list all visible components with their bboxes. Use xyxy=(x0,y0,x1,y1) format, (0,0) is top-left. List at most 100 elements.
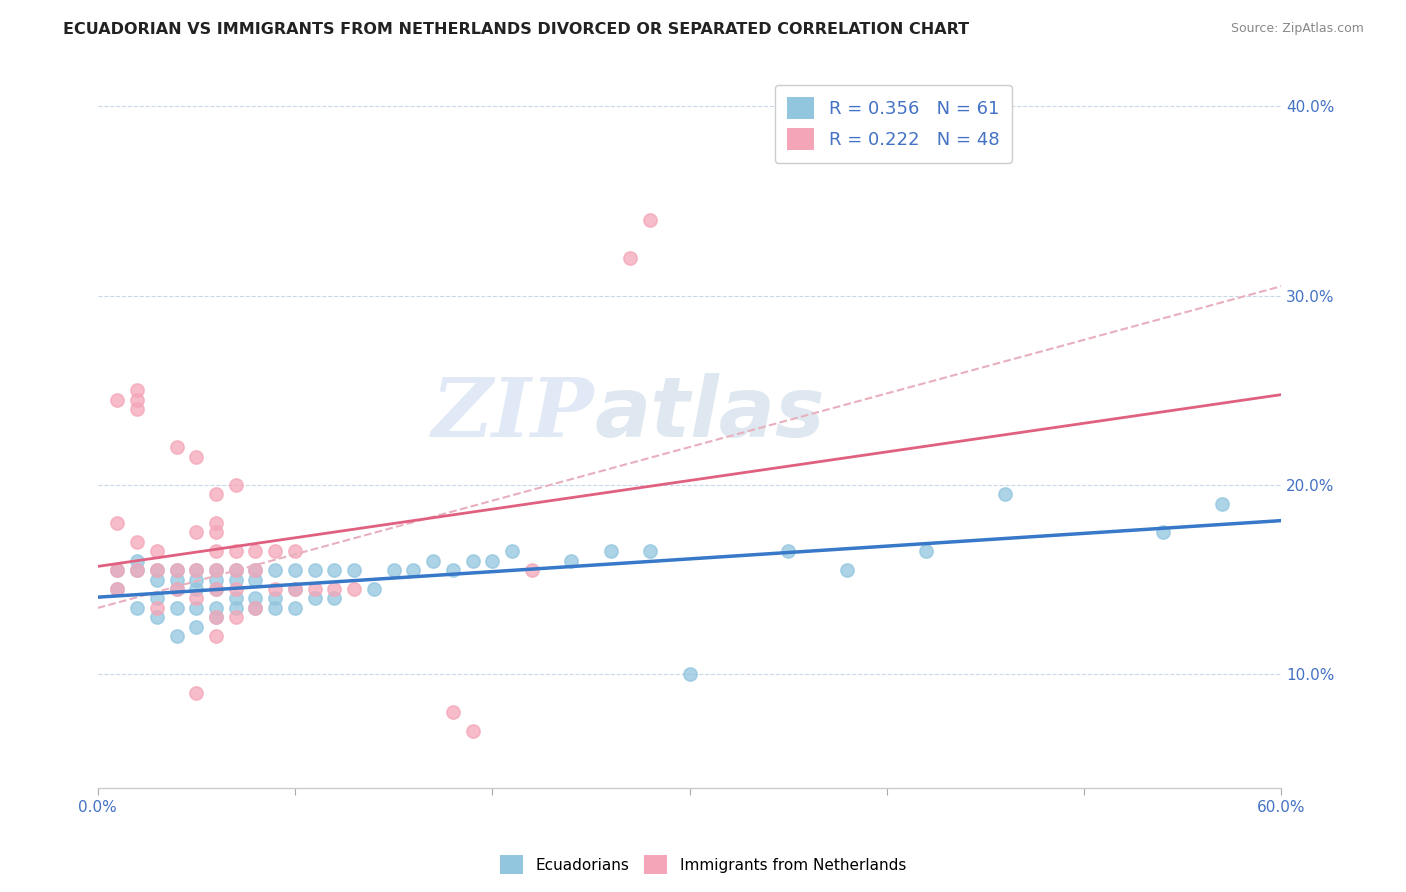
Point xyxy=(146,563,169,577)
Point xyxy=(284,563,307,577)
Point xyxy=(166,440,188,454)
Text: ECUADORIAN VS IMMIGRANTS FROM NETHERLANDS DIVORCED OR SEPARATED CORRELATION CHAR: ECUADORIAN VS IMMIGRANTS FROM NETHERLAND… xyxy=(63,22,969,37)
Point xyxy=(245,563,267,577)
Point xyxy=(363,582,385,596)
Point xyxy=(146,610,169,624)
Point xyxy=(205,582,228,596)
Point xyxy=(105,582,128,596)
Point xyxy=(343,563,366,577)
Point xyxy=(225,544,247,558)
Point xyxy=(205,582,228,596)
Point xyxy=(146,591,169,606)
Point xyxy=(1152,525,1174,540)
Point xyxy=(619,251,641,265)
Point xyxy=(166,629,188,643)
Point xyxy=(105,563,128,577)
Point xyxy=(284,601,307,615)
Point xyxy=(501,544,523,558)
Point xyxy=(205,516,228,530)
Point xyxy=(186,563,208,577)
Point xyxy=(915,544,938,558)
Point xyxy=(205,487,228,501)
Point xyxy=(245,544,267,558)
Point xyxy=(225,478,247,492)
Point xyxy=(105,392,128,407)
Point xyxy=(245,563,267,577)
Point xyxy=(166,573,188,587)
Point xyxy=(105,563,128,577)
Point xyxy=(166,563,188,577)
Point xyxy=(304,563,326,577)
Point xyxy=(245,601,267,615)
Point xyxy=(166,601,188,615)
Point xyxy=(1211,497,1233,511)
Text: ZIP: ZIP xyxy=(432,374,595,454)
Point xyxy=(146,544,169,558)
Point xyxy=(146,601,169,615)
Point xyxy=(678,667,700,681)
Point xyxy=(599,544,621,558)
Point xyxy=(205,525,228,540)
Point xyxy=(422,554,444,568)
Point xyxy=(205,573,228,587)
Text: Source: ZipAtlas.com: Source: ZipAtlas.com xyxy=(1230,22,1364,36)
Point xyxy=(225,582,247,596)
Point xyxy=(778,544,800,558)
Point xyxy=(166,582,188,596)
Point xyxy=(186,450,208,464)
Point xyxy=(284,544,307,558)
Point xyxy=(127,392,149,407)
Point xyxy=(127,384,149,398)
Point xyxy=(105,516,128,530)
Point xyxy=(127,563,149,577)
Point xyxy=(638,213,661,227)
Point xyxy=(205,544,228,558)
Point xyxy=(284,582,307,596)
Point xyxy=(245,591,267,606)
Point xyxy=(520,563,543,577)
Point xyxy=(284,582,307,596)
Point xyxy=(186,601,208,615)
Point xyxy=(205,563,228,577)
Point xyxy=(304,591,326,606)
Point xyxy=(323,582,346,596)
Point xyxy=(461,554,484,568)
Point xyxy=(245,573,267,587)
Point xyxy=(837,563,859,577)
Point xyxy=(225,601,247,615)
Point xyxy=(638,544,661,558)
Point xyxy=(186,620,208,634)
Point xyxy=(166,582,188,596)
Point xyxy=(343,582,366,596)
Point xyxy=(304,582,326,596)
Point xyxy=(186,563,208,577)
Point xyxy=(186,582,208,596)
Point xyxy=(481,554,503,568)
Point xyxy=(186,573,208,587)
Point xyxy=(166,563,188,577)
Point xyxy=(225,563,247,577)
Point xyxy=(441,705,464,719)
Point xyxy=(127,534,149,549)
Point xyxy=(461,723,484,738)
Point xyxy=(402,563,425,577)
Point xyxy=(264,601,287,615)
Point xyxy=(225,563,247,577)
Point xyxy=(264,582,287,596)
Point xyxy=(186,525,208,540)
Point xyxy=(127,563,149,577)
Text: atlas: atlas xyxy=(595,373,825,454)
Point xyxy=(323,563,346,577)
Legend: R = 0.356   N = 61, R = 0.222   N = 48: R = 0.356 N = 61, R = 0.222 N = 48 xyxy=(775,85,1012,163)
Point xyxy=(245,601,267,615)
Point xyxy=(225,610,247,624)
Point xyxy=(225,591,247,606)
Point xyxy=(186,686,208,700)
Point xyxy=(205,610,228,624)
Point xyxy=(146,573,169,587)
Point xyxy=(560,554,582,568)
Point xyxy=(127,402,149,417)
Point xyxy=(323,591,346,606)
Point xyxy=(127,554,149,568)
Point xyxy=(205,610,228,624)
